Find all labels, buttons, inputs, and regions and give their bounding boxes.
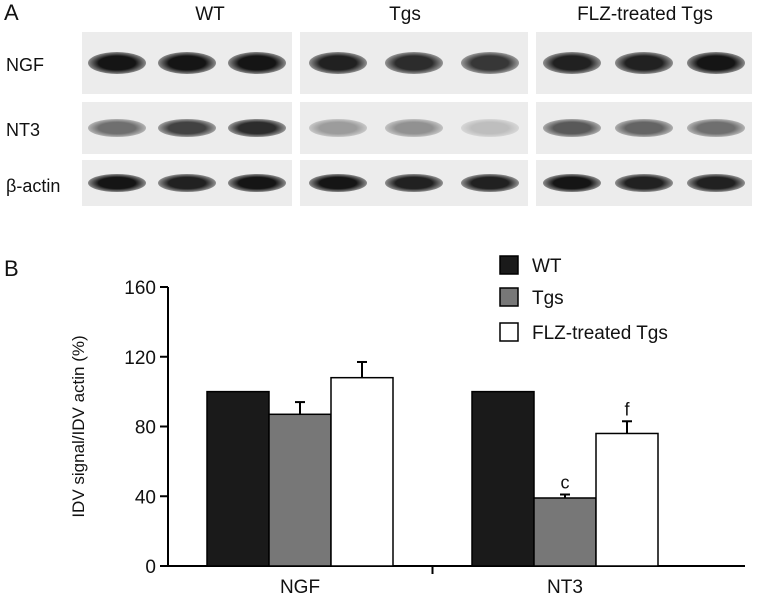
- blot-band: [88, 174, 146, 192]
- blot-band: [461, 174, 519, 192]
- legend-swatch-tgs: [499, 287, 519, 307]
- panel-b-letter: B: [4, 256, 19, 281]
- legend-label: Tgs: [532, 288, 564, 309]
- y-tick-label: 40: [135, 487, 156, 508]
- blot-band: [615, 174, 673, 192]
- y-axis-title: IDV signal/IDV actin (%): [69, 335, 88, 517]
- group-label-flz-treated-tgs: FLZ-treated Tgs: [577, 4, 713, 25]
- bar-tgs-ngf: [268, 413, 332, 567]
- bar-wt-ngf: [206, 390, 270, 567]
- row-label-ngf: NGF: [6, 55, 44, 75]
- panel-a-letter: A: [4, 0, 19, 25]
- group-label-tgs: Tgs: [389, 4, 421, 25]
- significance-label: c: [561, 473, 570, 493]
- blot-band: [309, 174, 367, 192]
- blot-band: [543, 52, 601, 74]
- x-tick-label: NGF: [280, 577, 320, 598]
- significance-label: f: [624, 399, 630, 419]
- blot-band: [543, 174, 601, 192]
- blot-band: [461, 52, 519, 74]
- blot-band: [88, 52, 146, 74]
- legend-label: FLZ-treated Tgs: [532, 323, 668, 344]
- blot-band: [615, 52, 673, 74]
- y-tick-label: 160: [124, 278, 156, 299]
- bar-flz-treated-tgs-nt3: [595, 432, 659, 567]
- legend-label: WT: [532, 256, 562, 277]
- blot-band: [228, 119, 286, 137]
- blot-band: [309, 119, 367, 137]
- blot-band: [385, 174, 443, 192]
- blot-band: [158, 52, 216, 74]
- row-label-nt3: NT3: [6, 120, 41, 140]
- blot-band: [158, 119, 216, 137]
- blot-band: [615, 119, 673, 137]
- y-tick-label: 80: [135, 418, 156, 439]
- blot-band: [228, 174, 286, 192]
- legend-swatch-wt: [499, 255, 519, 275]
- y-tick-label: 0: [145, 557, 156, 578]
- blot-band: [687, 174, 745, 192]
- bar-wt-nt3: [471, 390, 535, 567]
- row-label-beta-actin: β-actin: [6, 176, 61, 196]
- blot-band: [687, 119, 745, 137]
- blot-band: [461, 119, 519, 137]
- bar-flz-treated-tgs-ngf: [330, 376, 394, 567]
- blot-band: [88, 119, 146, 137]
- blot-band: [687, 52, 745, 74]
- blot-band: [385, 119, 443, 137]
- y-tick-label: 120: [124, 348, 156, 369]
- blot-band: [543, 119, 601, 137]
- group-label-wt: WT: [195, 4, 225, 25]
- x-tick-label: NT3: [547, 577, 583, 598]
- blot-band: [158, 174, 216, 192]
- bar-tgs-nt3: [533, 497, 597, 567]
- blot-band: [309, 52, 367, 74]
- blot-band: [385, 52, 443, 74]
- blot-band: [228, 52, 286, 74]
- legend-swatch-flz-treated-tgs: [499, 322, 519, 342]
